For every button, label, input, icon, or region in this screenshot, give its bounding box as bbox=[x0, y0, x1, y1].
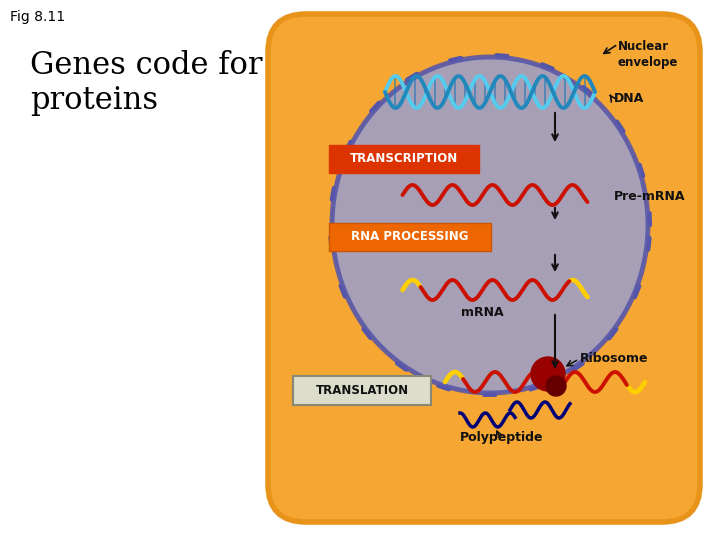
Circle shape bbox=[546, 376, 566, 396]
Text: proteins: proteins bbox=[30, 85, 158, 116]
Text: Fig 8.11: Fig 8.11 bbox=[10, 10, 65, 24]
FancyBboxPatch shape bbox=[329, 145, 479, 173]
Text: RNA PROCESSING: RNA PROCESSING bbox=[351, 231, 469, 244]
Text: TRANSCRIPTION: TRANSCRIPTION bbox=[350, 152, 458, 165]
FancyBboxPatch shape bbox=[268, 14, 700, 522]
Text: Polypeptide: Polypeptide bbox=[460, 431, 544, 444]
FancyBboxPatch shape bbox=[293, 376, 431, 405]
Text: TRANSLATION: TRANSLATION bbox=[315, 383, 408, 396]
Circle shape bbox=[531, 357, 565, 391]
Text: Ribosome: Ribosome bbox=[580, 352, 649, 365]
Text: DNA: DNA bbox=[614, 91, 644, 105]
Text: Nuclear
envelope: Nuclear envelope bbox=[618, 40, 678, 69]
Text: Pre-mRNA: Pre-mRNA bbox=[614, 191, 685, 204]
Text: Genes code for: Genes code for bbox=[30, 50, 263, 81]
Text: mRNA: mRNA bbox=[461, 306, 503, 319]
FancyBboxPatch shape bbox=[329, 223, 491, 251]
Ellipse shape bbox=[332, 57, 648, 393]
